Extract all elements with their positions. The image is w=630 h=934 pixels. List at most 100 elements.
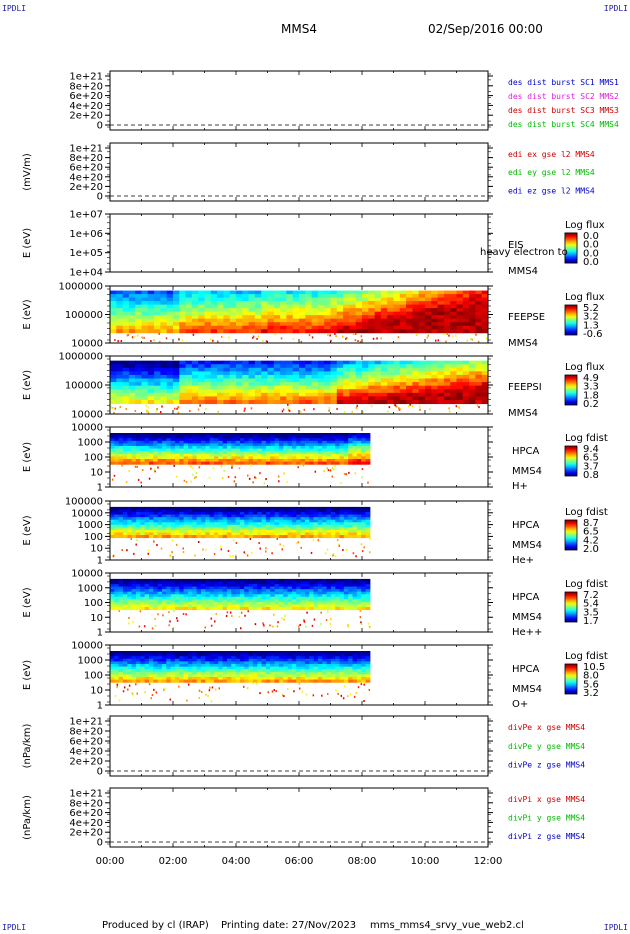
spectrogram-cell	[248, 446, 254, 450]
spectrogram-cell	[322, 440, 328, 444]
spectrogram-cell	[412, 297, 420, 302]
spectrogram-dot	[198, 466, 201, 469]
spectrogram-cell	[239, 527, 245, 531]
spectrogram-cell	[362, 382, 369, 387]
spectrogram-cell	[166, 446, 172, 450]
spectrogram-cell	[131, 448, 137, 452]
spectrogram-cell	[110, 671, 115, 675]
spectrogram-cell	[196, 589, 202, 593]
y-tick-label: 100	[84, 598, 103, 609]
spectrogram-cell	[170, 532, 176, 536]
spectrogram-cell	[330, 448, 336, 452]
spectrogram-cell	[144, 651, 150, 655]
spectrogram-dot	[223, 469, 225, 472]
spectrogram-cell	[361, 591, 367, 595]
spectrogram-cell	[252, 459, 258, 463]
spectrogram-cell	[226, 653, 232, 657]
spectrogram-dot	[259, 472, 261, 475]
spectrogram-dot	[287, 406, 289, 409]
spectrogram-cell	[242, 297, 250, 302]
spectrogram-dot	[182, 547, 184, 550]
spectrogram-dot	[277, 475, 280, 478]
spectrogram-cell	[222, 438, 228, 442]
spectrogram-cell	[374, 367, 382, 372]
spectrogram-cell	[185, 301, 193, 306]
spectrogram-dot	[354, 339, 357, 342]
spectrogram-cell	[127, 448, 133, 452]
spectrogram-dot	[258, 542, 260, 545]
spectrogram-cell	[198, 385, 205, 390]
spectrogram-cell	[330, 506, 336, 510]
spectrogram-cell	[299, 322, 306, 327]
spectrogram-cell	[110, 594, 115, 598]
spectrogram-cell	[148, 435, 154, 439]
spectrogram-cell	[187, 456, 193, 460]
spectrogram-cell	[261, 371, 268, 376]
spectrogram-cell	[127, 433, 133, 437]
spectrogram-cell	[141, 315, 149, 320]
spectrogram-cell	[135, 599, 141, 603]
spectrogram-cell	[393, 329, 401, 334]
spectrogram-cell	[317, 601, 323, 605]
spectrogram-cell	[148, 451, 154, 455]
spectrogram-cell	[170, 459, 176, 463]
spectrogram-dot	[243, 551, 246, 554]
spectrogram-dot	[161, 405, 163, 408]
spectrogram-cell	[218, 440, 224, 444]
spectrogram-cell	[273, 329, 281, 334]
spectrogram-cell	[192, 578, 198, 582]
spectrogram-cell	[412, 385, 420, 390]
spectrogram-cell	[313, 529, 319, 533]
spectrogram-cell	[173, 294, 180, 299]
spectrogram-cell	[161, 448, 167, 452]
spectrogram-cell	[336, 382, 344, 387]
spectrogram-cell	[368, 315, 376, 320]
spectrogram-cell	[141, 378, 149, 383]
spectrogram-dot	[210, 617, 213, 620]
spectrogram-cell	[343, 389, 350, 394]
spectrogram-cell	[283, 591, 289, 595]
spectrogram-cell	[309, 514, 315, 518]
spectrogram-cell	[291, 591, 297, 595]
spectrogram-cell	[418, 389, 426, 394]
spectrogram-cell	[127, 666, 133, 670]
spectrogram-cell	[352, 433, 358, 437]
spectrogram-cell	[160, 371, 168, 376]
spectrogram-cell	[242, 389, 250, 394]
spectrogram-cell	[191, 294, 199, 299]
spectrogram-cell	[157, 438, 163, 442]
spectrogram-cell	[283, 524, 289, 528]
spectrogram-cell	[261, 308, 268, 313]
spectrogram-cell	[313, 581, 319, 585]
spectrogram-cell	[311, 367, 319, 372]
spectrogram-cell	[361, 584, 367, 588]
spectrogram-cell	[148, 517, 154, 521]
spectrogram-cell	[110, 586, 115, 590]
spectrogram-cell	[183, 679, 189, 683]
spectrogram-cell	[196, 651, 202, 655]
spectrogram-cell	[200, 661, 206, 665]
spectrogram-cell	[317, 315, 325, 320]
spectrogram-cell	[148, 459, 154, 463]
spectrogram-cell	[406, 374, 413, 380]
spectrogram-cell	[248, 389, 256, 394]
spectrogram-cell	[291, 586, 297, 590]
spectrogram-cell	[122, 509, 128, 513]
spectrogram-cell	[127, 679, 133, 683]
spectrogram-cell	[257, 440, 263, 444]
spectrogram-cell	[118, 586, 124, 590]
spectrogram-cell	[198, 322, 205, 327]
spectrogram-cell	[324, 290, 331, 295]
spectrogram-cell	[475, 325, 483, 330]
spectrogram-cell	[183, 451, 189, 455]
spectrogram-cell	[462, 367, 470, 372]
spectrogram-cell	[374, 364, 382, 369]
spectrogram-dot	[195, 475, 197, 478]
spectrogram-cell	[196, 599, 202, 603]
spectrogram-cell	[317, 435, 323, 439]
spectrogram-cell	[313, 578, 319, 582]
spectrogram-cell	[387, 311, 394, 316]
spectrogram-cell	[336, 297, 344, 302]
spectrogram-cell	[257, 599, 263, 603]
spectrogram-cell	[173, 304, 180, 309]
